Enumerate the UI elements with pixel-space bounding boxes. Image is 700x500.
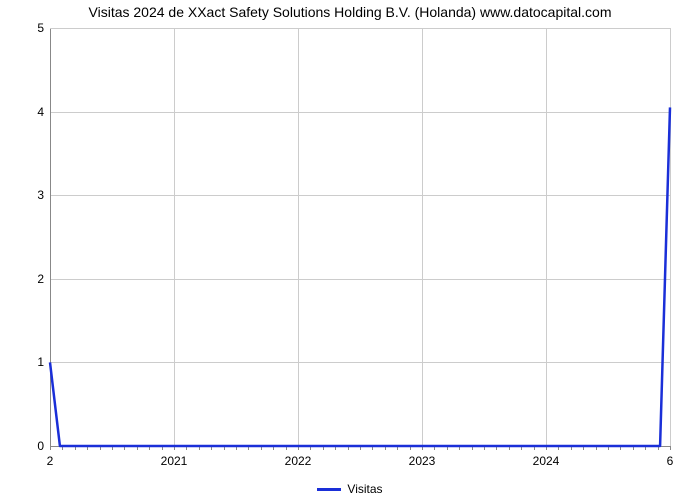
chart-container: Visitas 2024 de XXact Safety Solutions H… [0, 0, 700, 500]
line-series-layer [0, 0, 700, 500]
series-line [50, 107, 670, 446]
